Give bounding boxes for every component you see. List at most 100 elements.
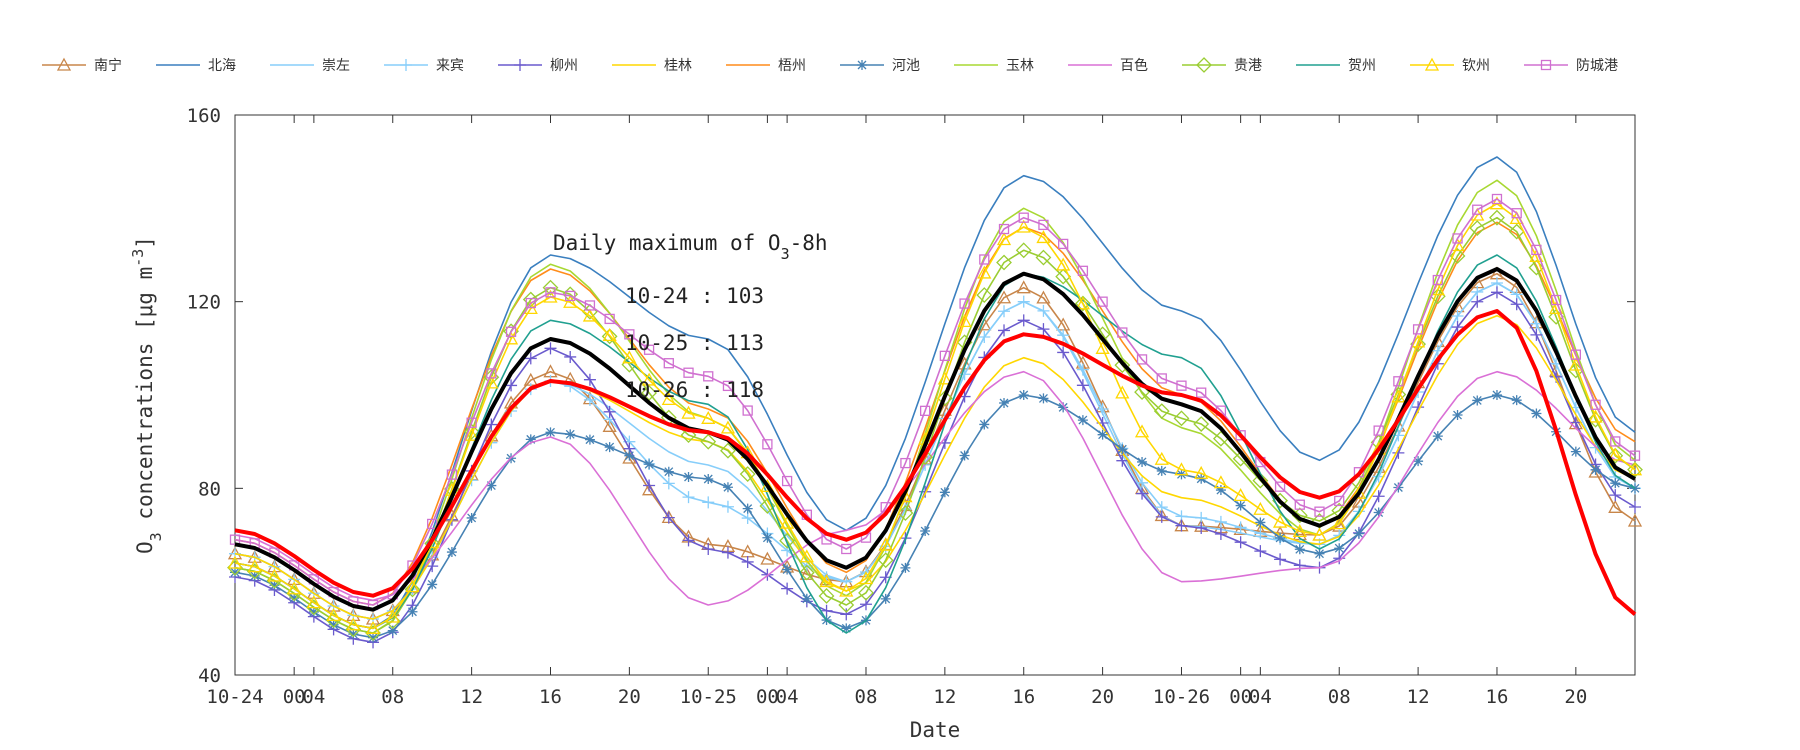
data-point bbox=[1471, 295, 1484, 308]
data-point bbox=[1393, 482, 1404, 493]
data-point bbox=[1424, 57, 1440, 71]
data-point bbox=[663, 466, 674, 477]
data-point bbox=[269, 580, 280, 591]
data-point bbox=[979, 254, 990, 265]
data-point bbox=[1588, 409, 1603, 423]
data-point bbox=[229, 534, 241, 545]
data-point bbox=[1234, 536, 1247, 549]
legend-entry: 玉林 bbox=[954, 58, 1034, 74]
data-point bbox=[838, 597, 855, 613]
y-axis-title: O3 concentrations [μg m-3] bbox=[129, 236, 165, 554]
data-point bbox=[1037, 323, 1050, 336]
data-point bbox=[427, 579, 438, 590]
data-point bbox=[1015, 242, 1032, 259]
data-point bbox=[958, 368, 971, 381]
data-point bbox=[741, 512, 754, 525]
data-point bbox=[1056, 257, 1071, 271]
data-point bbox=[464, 427, 479, 441]
data-point bbox=[998, 223, 1010, 235]
data-point bbox=[1215, 485, 1226, 496]
data-point bbox=[1193, 416, 1210, 432]
data-point bbox=[1275, 532, 1286, 543]
legend-entry: 梧州 bbox=[726, 58, 806, 74]
data-point bbox=[1452, 233, 1463, 244]
data-point bbox=[603, 405, 616, 418]
data-point bbox=[584, 434, 595, 445]
data-point bbox=[601, 328, 618, 345]
data-point bbox=[446, 469, 458, 480]
data-point bbox=[486, 368, 497, 379]
series-city-7 bbox=[230, 390, 1640, 643]
data-point bbox=[1114, 357, 1131, 374]
data-point bbox=[1235, 430, 1246, 441]
data-point bbox=[1077, 415, 1088, 426]
data-point bbox=[446, 547, 457, 558]
data-point bbox=[720, 442, 736, 459]
y-tick-label: 120 bbox=[187, 292, 221, 314]
data-point bbox=[1373, 507, 1384, 518]
data-point bbox=[703, 474, 714, 484]
data-point bbox=[1017, 295, 1030, 308]
data-point bbox=[405, 579, 420, 593]
data-point bbox=[739, 466, 756, 482]
data-point bbox=[741, 555, 754, 568]
series-line bbox=[234, 314, 1636, 620]
data-point bbox=[936, 390, 953, 407]
data-point bbox=[1630, 483, 1640, 494]
data-point bbox=[385, 609, 400, 623]
data-point bbox=[1095, 340, 1110, 354]
data-point bbox=[525, 297, 536, 309]
data-point bbox=[1195, 511, 1208, 524]
series-line bbox=[234, 202, 1636, 630]
data-point bbox=[1608, 499, 1623, 513]
data-point bbox=[1253, 501, 1268, 515]
data-point bbox=[564, 350, 577, 363]
x-tick-label: 10-26 bbox=[1153, 686, 1210, 708]
data-point bbox=[662, 511, 675, 524]
data-point bbox=[582, 308, 598, 322]
data-point bbox=[857, 60, 867, 70]
data-point bbox=[1530, 317, 1543, 330]
data-point bbox=[368, 632, 379, 643]
legend-entry: 崇左 bbox=[270, 58, 350, 74]
data-point bbox=[1077, 265, 1089, 276]
data-point bbox=[999, 398, 1010, 409]
data-point bbox=[1156, 465, 1167, 476]
legend-label: 梧州 bbox=[778, 58, 806, 74]
series-city-4 bbox=[229, 286, 1641, 649]
legend-label: 来宾 bbox=[436, 58, 464, 74]
x-tick-label: 20 bbox=[1564, 686, 1587, 708]
data-point bbox=[1489, 209, 1505, 226]
data-point bbox=[1117, 444, 1128, 455]
data-point bbox=[1627, 461, 1643, 478]
legend-entry: 来宾 bbox=[384, 58, 464, 74]
data-point bbox=[979, 419, 990, 430]
data-point bbox=[643, 344, 655, 355]
x-tick-label: 12 bbox=[460, 686, 483, 708]
data-point bbox=[1255, 517, 1266, 528]
data-point bbox=[779, 532, 796, 549]
data-point bbox=[641, 385, 658, 401]
data-point bbox=[978, 331, 991, 344]
x-tick-label: 12 bbox=[1407, 686, 1430, 708]
data-point bbox=[760, 551, 775, 565]
data-point bbox=[1176, 380, 1187, 391]
data-point bbox=[700, 433, 717, 450]
data-point bbox=[1629, 501, 1641, 513]
data-point bbox=[308, 606, 319, 617]
data-point bbox=[1411, 334, 1426, 348]
data-point bbox=[1096, 403, 1109, 415]
data-point bbox=[426, 560, 439, 573]
data-point bbox=[287, 581, 302, 595]
data-point bbox=[1174, 462, 1189, 476]
data-point bbox=[959, 450, 970, 461]
legend-entry: 河池 bbox=[840, 58, 920, 74]
data-point bbox=[524, 352, 537, 365]
data-point bbox=[1469, 220, 1486, 236]
data-point bbox=[387, 625, 398, 636]
data-point bbox=[1372, 490, 1385, 503]
data-point bbox=[977, 265, 992, 279]
data-point bbox=[919, 485, 932, 498]
series-city-6 bbox=[234, 221, 1636, 606]
series-o3-8h bbox=[234, 309, 1637, 616]
